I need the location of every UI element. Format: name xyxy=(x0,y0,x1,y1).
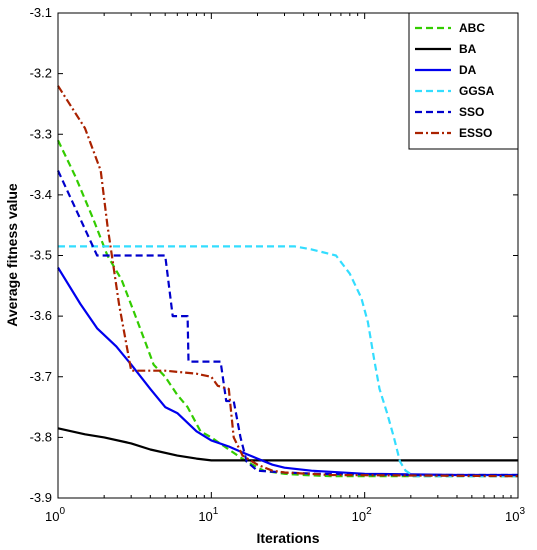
y-axis-label: Average fitness value xyxy=(4,183,20,327)
x-tick-exponent: 0 xyxy=(59,506,65,517)
legend-label-ba: BA xyxy=(459,42,477,56)
x-tick-label: 102 xyxy=(352,506,372,524)
series-line-ba xyxy=(57,427,518,462)
x-axis-label: Iterations xyxy=(256,530,319,546)
y-tick-label: -3.8 xyxy=(30,429,52,444)
series-line-esso xyxy=(57,85,519,478)
legend-label-ggsa: GGSA xyxy=(459,84,495,98)
legend: ABC BA DA GGSA SSO ESSO xyxy=(408,12,519,150)
series-line-abc xyxy=(57,139,518,478)
series-line-da xyxy=(57,267,518,477)
x-tick-label: 100 xyxy=(45,506,65,524)
legend-box xyxy=(408,12,519,150)
legend-label-sso: SSO xyxy=(459,105,484,119)
legend-label-da: DA xyxy=(459,63,477,77)
y-tick-label: -3.6 xyxy=(30,308,52,323)
x-tick-exponent: 1 xyxy=(213,506,219,517)
series-line-ggsa xyxy=(58,245,518,478)
y-tick-label: -3.7 xyxy=(30,369,52,384)
y-tick-label: -3.4 xyxy=(30,187,52,202)
y-tick-label: -3.9 xyxy=(30,490,52,505)
legend-label-abc: ABC xyxy=(459,21,485,35)
x-tick-label: 101 xyxy=(198,506,218,524)
legend-label-esso: ESSO xyxy=(459,126,492,140)
x-tick-exponent: 3 xyxy=(519,506,525,517)
y-tick-label: -3.3 xyxy=(30,126,52,141)
y-tick-label: -3.5 xyxy=(30,248,52,263)
y-tick-label: -3.2 xyxy=(30,66,52,81)
series-layer xyxy=(57,85,519,478)
x-tick-label: 103 xyxy=(505,506,525,524)
series-line-sso xyxy=(57,170,518,477)
y-tick-label: -3.1 xyxy=(30,5,52,20)
x-tick-exponent: 2 xyxy=(366,506,372,517)
